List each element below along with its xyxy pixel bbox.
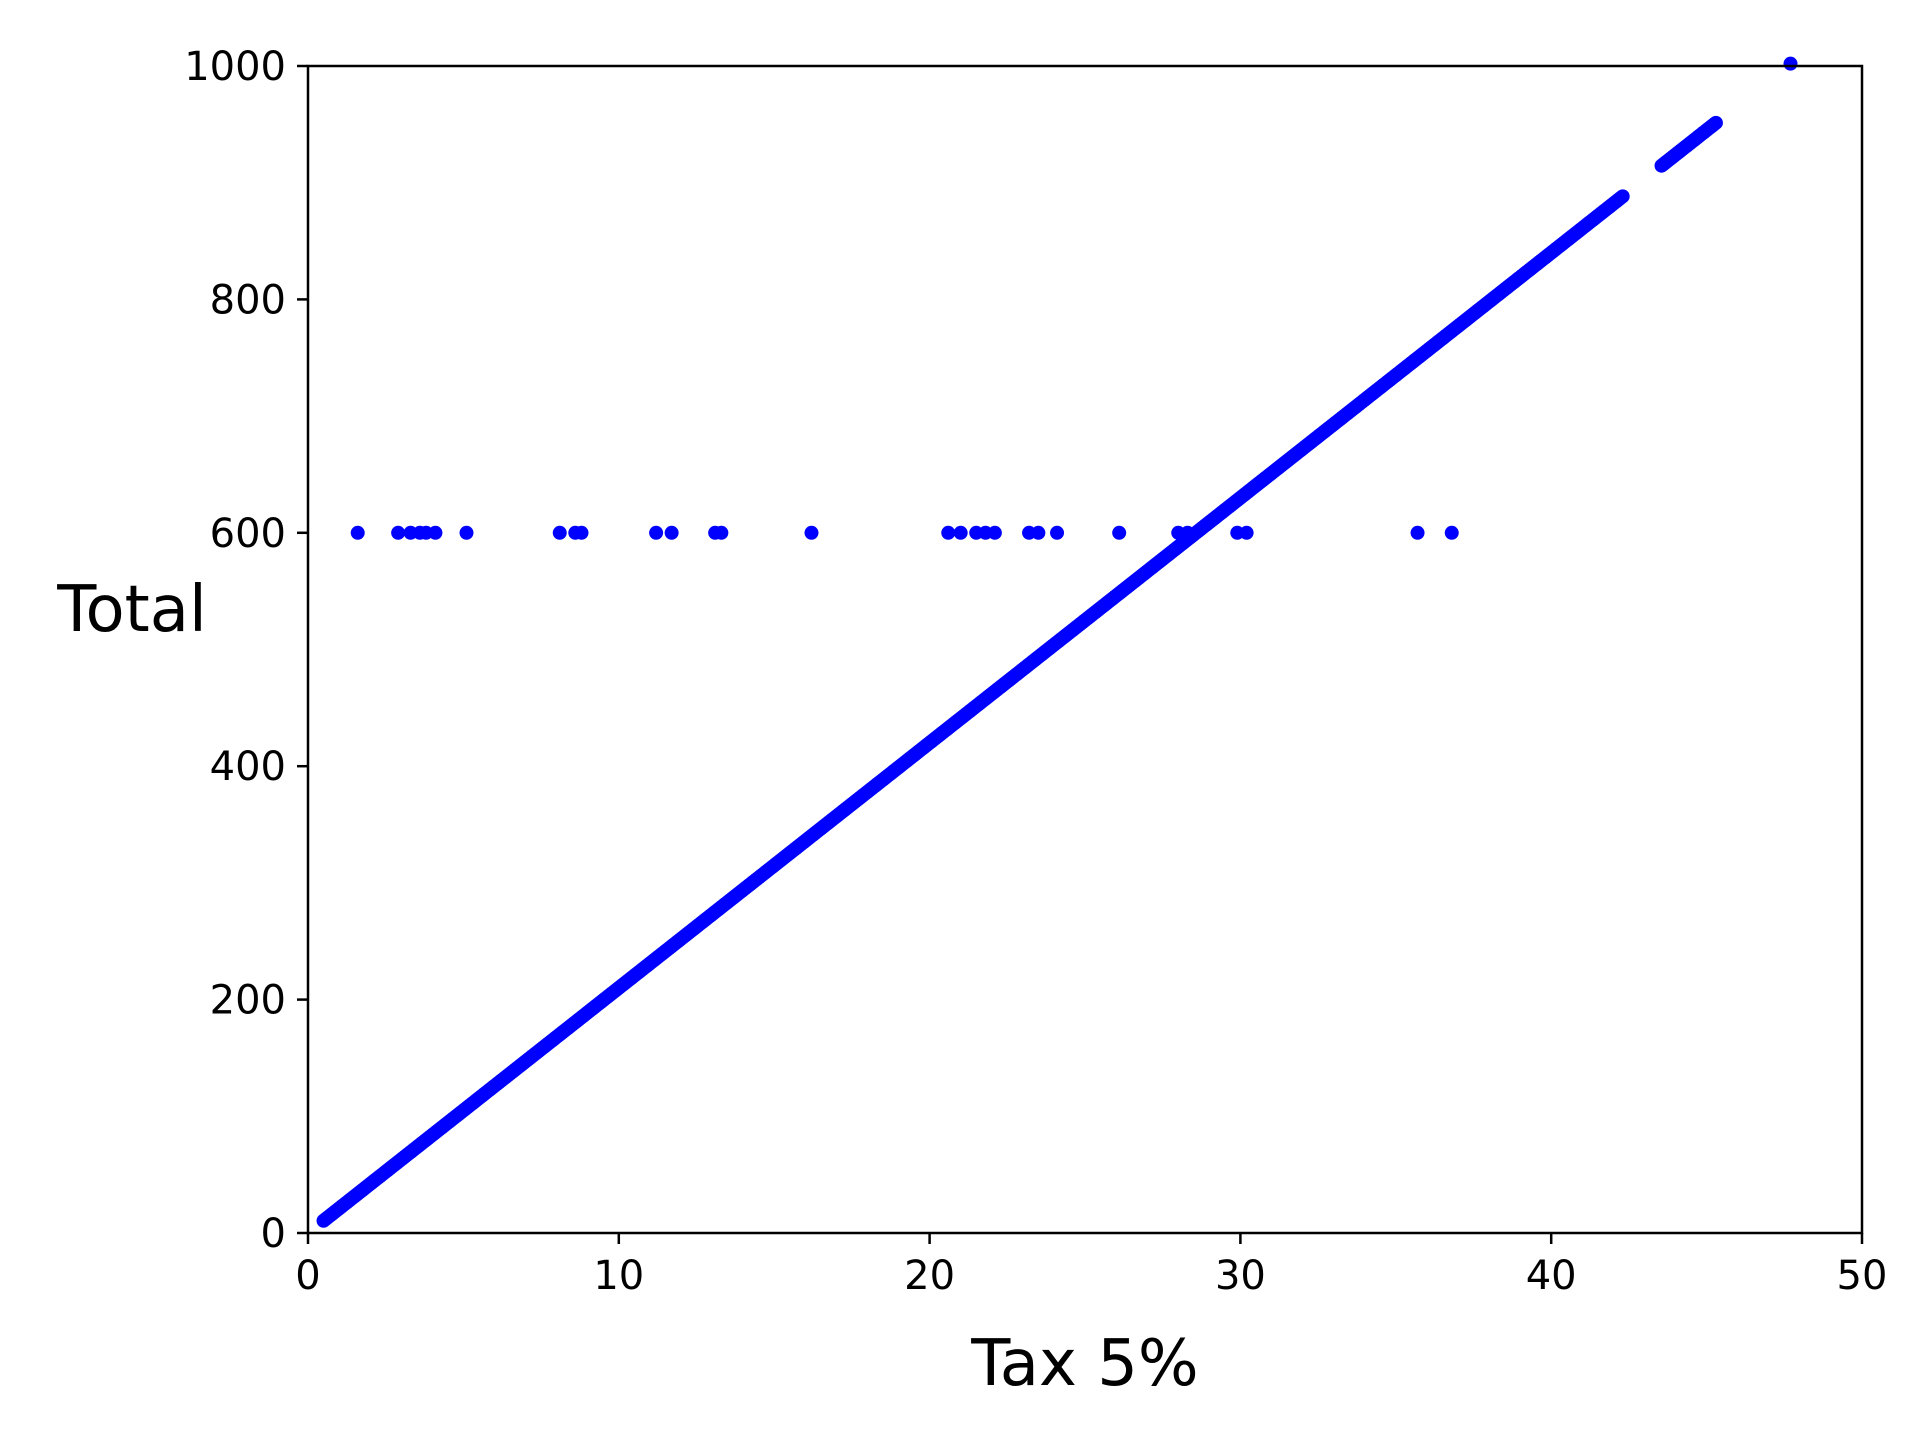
plot-frame (306, 64, 1864, 1235)
data-point (350, 525, 365, 540)
data-point (714, 525, 729, 540)
y-tick-label: 800 (210, 277, 286, 323)
data-point (987, 525, 1002, 540)
data-point (1444, 525, 1459, 540)
data-point (649, 525, 664, 540)
data-point (804, 525, 819, 540)
x-tick-label: 10 (593, 1253, 644, 1299)
data-point (1031, 525, 1046, 540)
data-point (574, 525, 589, 540)
data-point (459, 525, 474, 540)
x-axis-ticks: 0 10 20 30 40 50 (295, 1233, 1887, 1299)
data-point (1410, 525, 1425, 540)
data-point (391, 525, 406, 540)
scatter-points (316, 56, 1798, 1228)
x-tick-label: 50 (1837, 1253, 1888, 1299)
data-point (953, 525, 968, 540)
x-tick-label: 40 (1526, 1253, 1577, 1299)
data-point (1180, 525, 1195, 540)
x-tick-label: 0 (295, 1253, 320, 1299)
data-point (1239, 525, 1254, 540)
data-point (1708, 115, 1723, 130)
data-point (941, 525, 956, 540)
data-point (552, 525, 567, 540)
data-point (428, 525, 443, 540)
y-axis-label: Total (56, 573, 206, 647)
x-tick-label: 30 (1215, 1253, 1266, 1299)
y-tick-label: 600 (210, 511, 286, 557)
data-point (664, 525, 679, 540)
x-tick-label: 20 (904, 1253, 955, 1299)
y-tick-label: 0 (261, 1211, 286, 1257)
y-tick-label: 1000 (184, 44, 286, 90)
y-tick-label: 400 (210, 744, 286, 790)
data-point (1783, 56, 1798, 71)
data-point (1112, 525, 1127, 540)
x-axis-label: Tax 5% (970, 1327, 1198, 1401)
data-point (1050, 525, 1065, 540)
data-point (1615, 189, 1630, 204)
y-axis-ticks: 0 200 400 600 800 1000 (184, 44, 308, 1257)
y-tick-label: 200 (210, 978, 286, 1024)
